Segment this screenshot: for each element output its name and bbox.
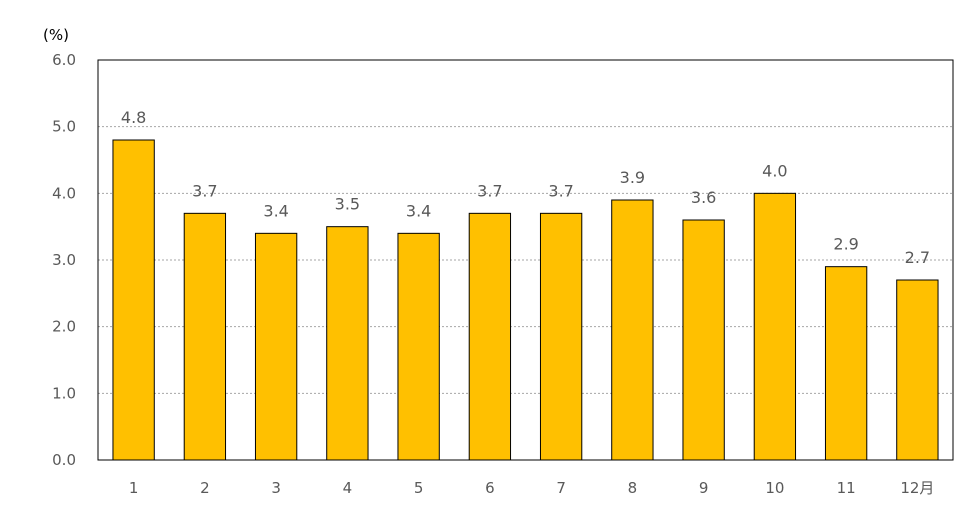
- x-axis-ticks: 1 2 3 4 5 6 7 8 9 10 11 12月: [129, 479, 935, 497]
- bar: [183, 212, 227, 461]
- x-tick-label: 1: [129, 479, 139, 497]
- x-tick-label: 5: [414, 479, 424, 497]
- x-tick-label: 6: [485, 479, 495, 497]
- data-labels: 4.8 3.7 3.4 3.5 3.4 3.7 3.7 3.9 3.6 4.0 2.9 2.7: [121, 108, 930, 267]
- data-label: 3.9: [620, 168, 645, 187]
- bar: [539, 212, 583, 461]
- bar: [824, 266, 868, 461]
- y-tick-label: 6.0: [52, 51, 76, 69]
- bar: [611, 199, 654, 461]
- bar: [753, 192, 797, 461]
- y-tick-label: 0.0: [52, 451, 76, 469]
- data-label: 3.7: [477, 181, 502, 200]
- bar: [468, 212, 512, 461]
- data-label: 4.8: [121, 108, 146, 127]
- gridlines: [98, 126, 953, 394]
- data-label: 4.0: [762, 161, 787, 180]
- y-tick-label: 2.0: [52, 318, 76, 336]
- bar: [254, 232, 298, 461]
- x-tick-label: 11: [837, 479, 856, 497]
- plot-frame: [97, 59, 954, 461]
- bars: [112, 139, 939, 461]
- x-tick-label: 9: [699, 479, 709, 497]
- bar: [112, 139, 155, 461]
- x-tick-label: 2: [200, 479, 210, 497]
- y-tick-label: 4.0: [52, 184, 76, 202]
- y-tick-label: 1.0: [52, 384, 76, 402]
- data-label: 3.7: [548, 181, 573, 200]
- bar: [896, 279, 939, 461]
- x-tick-label: 3: [271, 479, 281, 497]
- x-tick-label: 7: [556, 479, 566, 497]
- data-label: 3.6: [691, 188, 716, 207]
- bar: [682, 219, 725, 461]
- data-label: 3.5: [335, 195, 360, 214]
- x-tick-label: 12月: [900, 479, 934, 497]
- x-tick-label: 4: [343, 479, 353, 497]
- y-tick-label: 5.0: [52, 118, 76, 136]
- y-tick-label: 3.0: [52, 251, 76, 269]
- data-label: 2.9: [833, 235, 858, 254]
- data-label: 2.7: [905, 248, 930, 267]
- bar: [326, 226, 369, 461]
- bar: [397, 232, 440, 461]
- x-tick-label: 8: [628, 479, 638, 497]
- x-tick-label: 10: [765, 479, 784, 497]
- data-label: 3.4: [406, 201, 431, 220]
- data-label: 3.7: [192, 181, 217, 200]
- y-unit-label: (%): [43, 26, 69, 44]
- data-label: 3.4: [263, 201, 288, 220]
- y-axis-ticks: 0.0 1.0 2.0 3.0 4.0 5.0 6.0: [52, 51, 76, 469]
